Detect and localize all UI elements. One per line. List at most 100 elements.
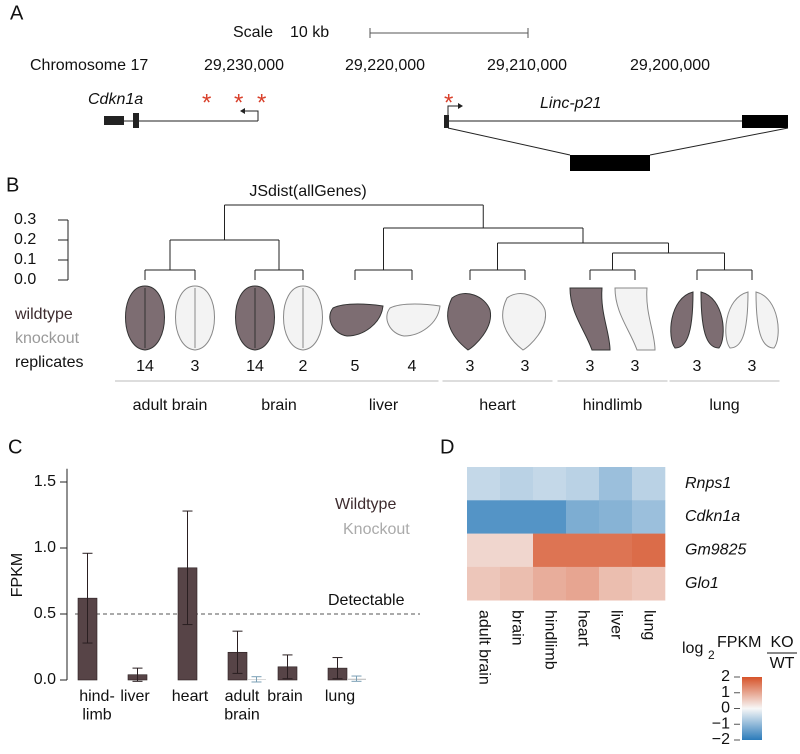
legend-wildtype: wildtype xyxy=(14,306,73,323)
replicate-count: 14 xyxy=(246,358,264,375)
tissue-label: hindlimb xyxy=(583,397,643,414)
tissue-label: heart xyxy=(479,397,516,414)
row-label: Rnps1 xyxy=(685,475,731,492)
bar-chart: C FPKM 0.0 0.5 1.0 1.5 Detectable Wildtype Knock… xyxy=(8,436,420,724)
column-label: liver xyxy=(607,610,624,640)
heatmap-cell xyxy=(500,566,534,601)
y-tick-label: 0.5 xyxy=(34,605,56,622)
y-axis-label: FPKM xyxy=(9,553,26,597)
y-tick-label: 1.0 xyxy=(34,539,56,556)
y-tick-label: 0.1 xyxy=(14,251,36,268)
x-tick-label: hind-limb xyxy=(79,688,115,723)
y-tick-label: 1.5 xyxy=(34,473,56,490)
heatmap-cell xyxy=(533,533,567,568)
gene-model xyxy=(104,103,789,171)
y-tick-label: 0.0 xyxy=(34,671,56,688)
knockout-icon xyxy=(283,285,323,351)
legend-knockout: knockout xyxy=(15,330,80,347)
heatmap-cell xyxy=(599,467,633,501)
heatmap-cell xyxy=(533,500,567,534)
heatmap-cell xyxy=(599,500,633,534)
scale-label: Scale xyxy=(233,24,273,41)
heatmap-cell xyxy=(500,500,534,534)
panel-letter: D xyxy=(440,436,454,458)
replicate-count: 2 xyxy=(299,358,308,375)
heatmap-cell xyxy=(632,566,666,601)
replicate-count: 3 xyxy=(693,358,702,375)
replicate-count: 14 xyxy=(136,358,154,375)
tissue-label: adult brain xyxy=(133,397,208,414)
legend-entry: Knockout xyxy=(343,521,410,538)
replicate-count: 3 xyxy=(631,358,640,375)
column-label: adult brain xyxy=(475,610,492,685)
heatmap-cell xyxy=(599,533,633,568)
column-label: brain xyxy=(508,610,525,646)
tissue-label: lung xyxy=(709,397,739,414)
wildtype-icon xyxy=(569,287,611,351)
tissue-label: brain xyxy=(261,397,297,414)
y-tick-label: 0.2 xyxy=(14,231,36,248)
wildtype-icon xyxy=(235,285,275,351)
knockout-icon xyxy=(725,291,779,349)
row-label: Gm9825 xyxy=(685,541,746,558)
x-tick-label: lung xyxy=(325,688,355,705)
knockout-icon xyxy=(614,287,656,351)
coordinate: 29,200,000 xyxy=(630,57,710,74)
y-tick-label: 0.3 xyxy=(14,211,36,228)
scale-bar xyxy=(369,28,529,38)
tissue-label: liver xyxy=(369,397,399,414)
chromosome: Chromosome 17 xyxy=(30,57,148,74)
wildtype-icon xyxy=(670,291,724,349)
x-tick-label: liver xyxy=(120,688,150,705)
colorbar-title: 2 xyxy=(708,648,715,662)
heatmap-cell xyxy=(632,500,666,534)
replicate-count: 5 xyxy=(351,358,360,375)
heatmap-cell xyxy=(566,566,600,601)
knockout-icon xyxy=(386,303,441,337)
colorbar-title: KO xyxy=(770,634,793,651)
heatmap-cell xyxy=(533,467,567,501)
heatmap-cell xyxy=(467,500,501,534)
replicate-count: 3 xyxy=(521,358,530,375)
wildtype-icon xyxy=(125,285,165,351)
heatmap-cell xyxy=(500,533,534,568)
knockout-icon xyxy=(502,293,546,351)
heatmap-cell xyxy=(467,566,501,601)
wildtype-icon xyxy=(447,293,491,351)
colorbar-tick-label: 0 xyxy=(721,700,730,717)
colorbar-tick-label: 1 xyxy=(721,684,730,701)
gene-name: Linc-p21 xyxy=(540,95,601,112)
coordinate: 29,210,000 xyxy=(487,57,567,74)
x-tick-label: adult brain xyxy=(224,688,260,723)
y-tick-label: 0.0 xyxy=(14,271,36,288)
x-tick-label: heart xyxy=(172,688,209,705)
heatmap-cell xyxy=(566,533,600,568)
replicate-count: 3 xyxy=(466,358,475,375)
marker: * xyxy=(202,89,211,116)
row-label: Glo1 xyxy=(685,575,719,592)
heatmap-cell xyxy=(566,500,600,534)
heatmap-cell xyxy=(566,467,600,501)
replicate-count: 3 xyxy=(191,358,200,375)
replicate-count: 4 xyxy=(408,358,417,375)
panel-letter: B xyxy=(6,174,19,196)
legend-replicates: replicates xyxy=(15,354,83,371)
heatmap-cell xyxy=(533,566,567,601)
colorbar-title: log xyxy=(682,640,703,657)
colorbar-tick-label: −2 xyxy=(712,731,730,748)
knockout-icon xyxy=(175,285,215,351)
marker: * xyxy=(234,89,243,116)
heatmap: D Rnps1 Cdkn1a Gm9825 Glo1 adult brain brain hi… xyxy=(440,436,797,748)
colorbar xyxy=(742,677,762,740)
replicate-count: 3 xyxy=(586,358,595,375)
threshold-label: Detectable xyxy=(328,592,405,609)
gene-name: Cdkn1a xyxy=(88,91,143,108)
coordinate: 29,230,000 xyxy=(204,57,284,74)
colorbar-tick-label: 2 xyxy=(721,668,730,685)
heatmap-cell xyxy=(632,467,666,501)
column-label: heart xyxy=(574,610,591,647)
scale-value: 10 kb xyxy=(290,24,329,41)
colorbar-title: WT xyxy=(770,655,795,672)
